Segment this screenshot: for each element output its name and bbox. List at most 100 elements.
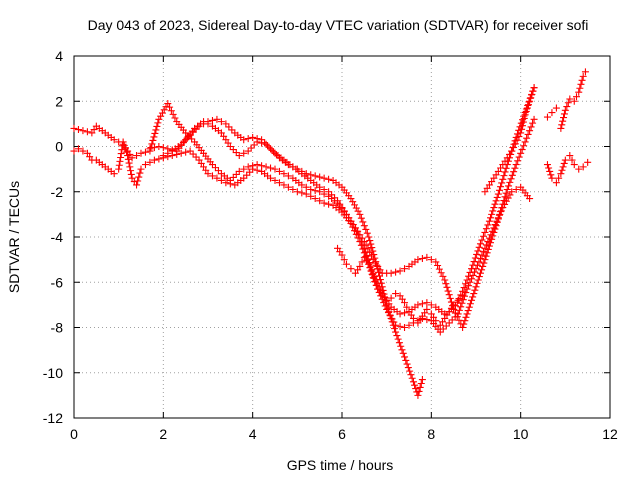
data-point (325, 200, 333, 208)
data-point (521, 138, 529, 146)
data-point (284, 161, 292, 169)
data-point (511, 140, 519, 148)
data-point (370, 251, 378, 259)
data-point (479, 232, 487, 240)
data-point (240, 174, 248, 182)
data-point (444, 287, 452, 295)
data-point (560, 110, 568, 118)
data-point (302, 183, 310, 191)
data-point (122, 148, 130, 156)
data-point (267, 174, 275, 182)
data-point (124, 152, 132, 160)
data-point (117, 153, 125, 161)
data-point (155, 115, 163, 123)
data-point (249, 165, 257, 173)
data-point (459, 292, 467, 300)
data-point (392, 290, 400, 298)
data-point (508, 171, 516, 179)
data-point (511, 164, 519, 172)
data-point (371, 277, 379, 285)
data-point (418, 254, 426, 262)
data-point (116, 157, 124, 165)
data-point (530, 84, 538, 92)
data-point (79, 127, 87, 135)
data-point (415, 387, 423, 395)
data-point (443, 283, 451, 291)
data-point (471, 268, 479, 276)
data-point (246, 168, 254, 176)
data-point (561, 106, 569, 114)
data-point (264, 142, 272, 150)
data-point (501, 193, 509, 201)
data-point (409, 314, 417, 322)
data-point (491, 225, 499, 233)
data-point (454, 296, 462, 304)
data-point (514, 157, 522, 165)
data-point (302, 190, 310, 198)
y-tick-label: -10 (43, 365, 63, 381)
data-point (349, 198, 357, 206)
data-point (401, 309, 409, 317)
x-tick-label: 8 (427, 426, 435, 442)
data-point (307, 185, 315, 193)
data-point (214, 167, 222, 175)
data-point (280, 181, 288, 189)
data-point (414, 256, 422, 264)
data-point (393, 332, 401, 340)
data-point (158, 109, 166, 117)
data-point (460, 320, 468, 328)
data-point (368, 244, 376, 252)
data-point (524, 130, 532, 138)
data-point (213, 174, 221, 182)
data-point (445, 319, 453, 327)
data-point (159, 144, 167, 152)
data-point (396, 322, 404, 330)
data-point (520, 142, 528, 150)
data-point (563, 103, 571, 111)
data-point (406, 367, 414, 375)
data-point (155, 155, 163, 163)
data-point (502, 189, 510, 197)
data-point (311, 172, 319, 180)
data-point (432, 317, 440, 325)
data-point (79, 147, 87, 155)
data-point (384, 304, 392, 312)
data-point (435, 265, 443, 273)
data-point (503, 185, 511, 193)
data-point (378, 283, 386, 291)
data-point (298, 167, 306, 175)
data-point (512, 185, 520, 193)
data-point (481, 244, 489, 252)
data-point (568, 156, 576, 164)
data-point (359, 218, 367, 226)
data-point (523, 104, 531, 112)
data-point (159, 152, 167, 160)
data-point (481, 228, 489, 236)
data-point (584, 158, 592, 166)
data-point (133, 152, 141, 160)
data-point (152, 126, 160, 134)
data-point (458, 299, 466, 307)
data-point (320, 174, 328, 182)
data-point (495, 186, 503, 194)
data-point (382, 297, 390, 305)
data-point (485, 242, 493, 250)
data-point (390, 325, 398, 333)
data-point (280, 170, 288, 178)
data-point (427, 256, 435, 264)
data-point (395, 339, 403, 347)
data-point (217, 176, 225, 184)
data-point (498, 179, 506, 187)
data-point (527, 94, 535, 102)
data-point (552, 104, 560, 112)
data-point (475, 258, 483, 266)
data-point (121, 145, 129, 153)
data-point (385, 308, 393, 316)
data-point (526, 127, 534, 135)
data-point (208, 161, 216, 169)
data-point (124, 155, 132, 163)
data-point (340, 256, 348, 264)
data-point (128, 154, 136, 162)
data-point (555, 174, 563, 182)
